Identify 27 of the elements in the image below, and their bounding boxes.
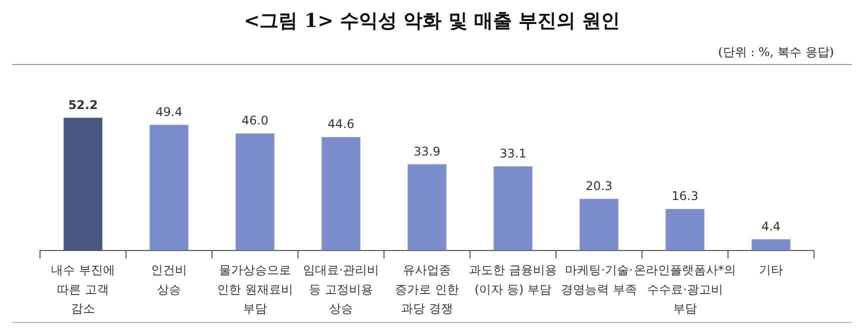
bar: [752, 239, 790, 250]
data-label: 49.4: [156, 105, 182, 120]
bar: [494, 166, 532, 250]
data-label: 4.4: [761, 219, 781, 234]
bar: [236, 134, 274, 250]
bar: [150, 124, 188, 250]
data-label: 33.9: [414, 144, 440, 158]
data-label: 44.6: [328, 117, 354, 132]
x-tick-label: 임대료·관리비 등 고정비용 상승: [303, 263, 379, 316]
bar: [322, 137, 360, 250]
x-tick-label: 인건비 상승: [151, 263, 187, 296]
x-tick-label: 유사업종 증가로 인한 과당 경쟁: [395, 263, 459, 316]
data-label: 46.0: [242, 114, 268, 128]
data-label: 52.2: [68, 98, 98, 112]
x-tick-label: 과도한 금융비용 (이자 등) 부담: [469, 263, 557, 296]
bar: [64, 118, 102, 250]
data-label: 33.1: [500, 146, 526, 160]
bar: [408, 164, 446, 250]
data-label: 20.3: [586, 178, 612, 193]
x-tick-label: 물가상승으로 인한 원재료비 부담: [217, 263, 293, 316]
chart-title: <그림 1> 수익성 악화 및 매출 부진의 원인: [242, 9, 622, 34]
x-tick-label: 기타: [759, 263, 783, 278]
x-tick-label: 내수 부진에 따른 고객 감소: [51, 263, 115, 316]
bar: [580, 198, 618, 250]
bar: [666, 209, 704, 250]
chart-subtitle: (단위 : %, 복수 응답): [718, 44, 834, 61]
data-label: 16.3: [672, 189, 698, 204]
